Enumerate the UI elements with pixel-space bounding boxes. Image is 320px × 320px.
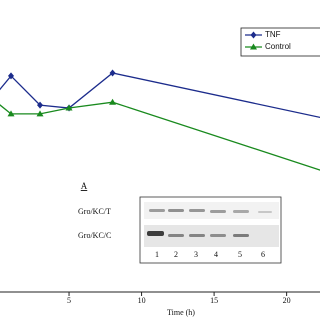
marker xyxy=(8,72,15,80)
marker xyxy=(250,31,257,39)
blot-lane-label: 6 xyxy=(261,250,265,259)
blot-lane-label: 2 xyxy=(174,250,178,259)
marker xyxy=(65,104,73,111)
blot-row-label: Gro/KC/C xyxy=(78,231,111,240)
blot-lane-label: 5 xyxy=(238,250,242,259)
series-line xyxy=(0,72,320,119)
legend-box xyxy=(240,27,320,57)
marker xyxy=(250,43,257,50)
x-tick-label: 10 xyxy=(138,296,146,305)
marker xyxy=(7,110,15,117)
blot-lane-label: 1 xyxy=(155,250,159,259)
bands-c xyxy=(147,231,249,237)
marker xyxy=(36,110,44,117)
plot-area xyxy=(0,69,320,171)
marker xyxy=(109,69,116,77)
blot-inset: A Gro/KC/T Gro/KC/C 1 2 3 4 5 6 xyxy=(78,181,282,264)
legend-label: TNF xyxy=(265,30,281,39)
x-axis-label: Time (h) xyxy=(167,308,195,317)
marker xyxy=(37,101,44,109)
legend: TNF Control xyxy=(240,27,320,57)
blot-lane-label: 4 xyxy=(214,250,218,259)
series-line xyxy=(0,101,320,171)
x-tick-label: 15 xyxy=(210,296,218,305)
blot-lane-label: 3 xyxy=(194,250,198,259)
inset-label: A xyxy=(81,181,88,191)
blot-row-label: Gro/KC/T xyxy=(78,207,111,216)
bands-t xyxy=(149,209,272,213)
x-tick-label: 5 xyxy=(67,296,71,305)
x-tick-label: 20 xyxy=(283,296,291,305)
marker xyxy=(109,98,117,105)
legend-label: Control xyxy=(265,42,291,51)
